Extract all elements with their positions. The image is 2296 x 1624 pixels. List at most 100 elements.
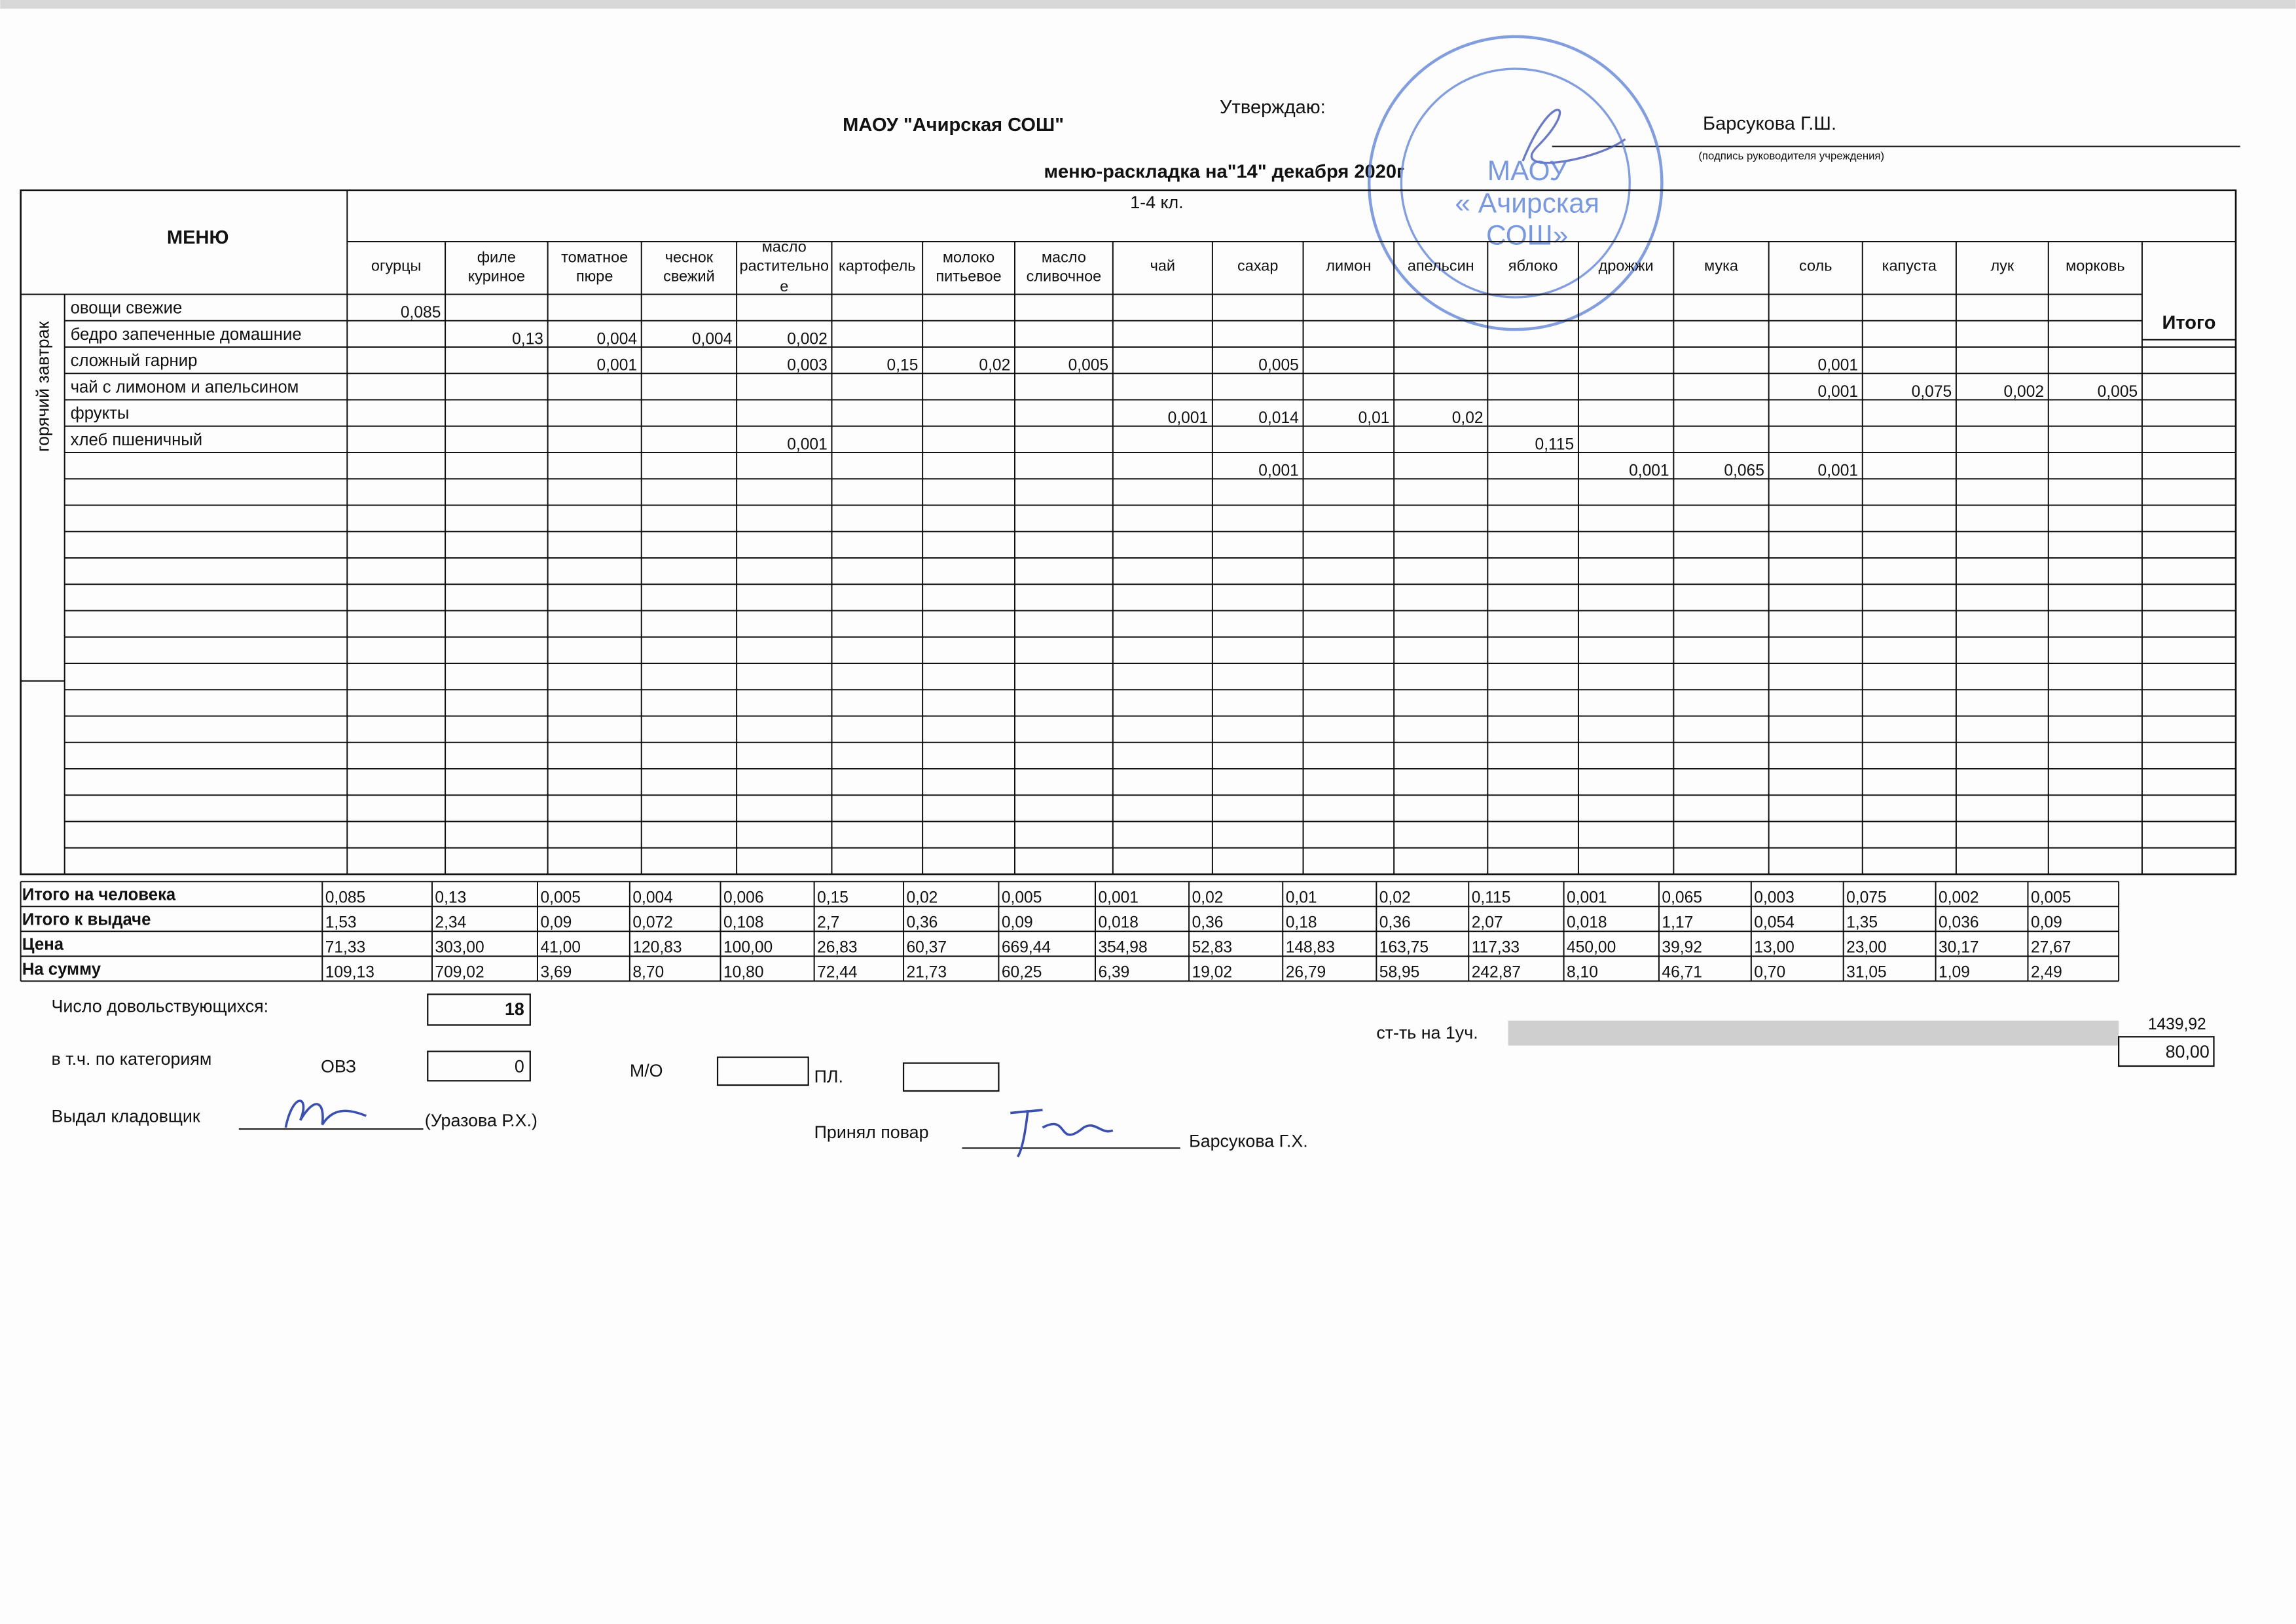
summary-value: 354,98 xyxy=(1098,938,1147,956)
per-child-label: ст-ть на 1уч. xyxy=(1376,1023,1478,1043)
summary-value: 100,00 xyxy=(723,938,773,956)
cell-value: 0,005 xyxy=(2098,383,2138,401)
summary-value: 0,02 xyxy=(1379,889,1411,906)
summary-value: 0,002 xyxy=(1939,889,1979,906)
scan-edge xyxy=(0,0,2296,9)
column-header: масло растительное xyxy=(739,243,829,293)
cell-value: 0,004 xyxy=(692,330,733,348)
summary-value: 148,83 xyxy=(1286,938,1335,956)
approver-note: (подпись руководителя учреждения) xyxy=(1698,150,1884,162)
summary-value: 0,001 xyxy=(1567,889,1607,906)
approver: Барсукова Г.Ш. xyxy=(1703,113,1836,134)
column-header: дрожжи xyxy=(1598,258,1654,276)
summary-value: 30,17 xyxy=(1939,938,1979,956)
summary-value: 0,108 xyxy=(723,913,764,931)
column-header: чеснок свежий xyxy=(663,248,715,286)
column-header: чай xyxy=(1150,258,1176,276)
summary-value: 0,003 xyxy=(1754,889,1795,906)
summary-value: 2,7 xyxy=(817,913,839,931)
summary-value: 1,53 xyxy=(325,913,357,931)
per-child-box xyxy=(2118,1036,2215,1067)
stamp xyxy=(1367,35,1664,331)
summary-value: 26,79 xyxy=(1286,963,1326,981)
dish-name: бедро запеченные домашние xyxy=(71,325,302,344)
summary-value: 303,00 xyxy=(435,938,484,956)
total-header: Итого xyxy=(2162,312,2215,333)
cell-value: 0,13 xyxy=(512,330,543,348)
column-header-box: яблоко xyxy=(1508,259,1558,276)
ovz-box xyxy=(427,1050,531,1082)
column-header-box: картофель xyxy=(839,259,915,276)
summary-value: 0,054 xyxy=(1754,913,1795,931)
cell-value: 0,014 xyxy=(1258,409,1299,427)
summary-value: 0,018 xyxy=(1098,913,1139,931)
pl-box xyxy=(902,1062,1000,1092)
cell-value: 0,001 xyxy=(787,435,828,453)
summary-value: 60,25 xyxy=(1002,963,1042,981)
stamp-inner xyxy=(1400,67,1631,299)
cell-value: 0,001 xyxy=(1818,462,1859,480)
cell-value: 0,15 xyxy=(887,357,919,375)
summary-value: 163,75 xyxy=(1379,938,1429,956)
summary-value: 6,39 xyxy=(1098,963,1129,981)
summary-value: 71,33 xyxy=(325,938,366,956)
column-header-box: томатное пюре xyxy=(561,249,628,286)
summary-value: 31,05 xyxy=(1846,963,1887,981)
summary-value: 0,36 xyxy=(1379,913,1411,931)
summary-value: 13,00 xyxy=(1754,938,1795,956)
stamp-line: СОШ» xyxy=(1486,220,1568,251)
issued-by: (Уразова Р.Х.) xyxy=(425,1111,538,1130)
summary-label: Итого к выдаче xyxy=(22,910,151,929)
pl-label: ПЛ. xyxy=(814,1067,843,1086)
cell-value: 0,001 xyxy=(1818,357,1859,375)
column-header: огурцы xyxy=(371,258,422,276)
column-header-box: чеснок свежий xyxy=(663,248,715,286)
organization: МАОУ "Ачирская СОШ" xyxy=(843,115,1064,136)
column-header-box: масло сливочное xyxy=(1027,249,1102,286)
summary-value: 0,085 xyxy=(325,889,366,906)
cell-value: 0,001 xyxy=(1629,462,1669,480)
summary-value: 0,09 xyxy=(2031,913,2062,931)
summary-value: 1,35 xyxy=(1846,913,1878,931)
column-header: филе куриное xyxy=(467,248,526,286)
summary-value: 450,00 xyxy=(1567,938,1616,956)
summary-value: 52,83 xyxy=(1192,938,1233,956)
summary-value: 0,018 xyxy=(1567,913,1607,931)
dish-name: сложный гарнир xyxy=(71,352,198,370)
column-header: морковь xyxy=(2066,258,2125,276)
summary-value: 10,80 xyxy=(723,963,764,981)
summary-value: 2,49 xyxy=(2031,963,2062,981)
summary-value: 0,005 xyxy=(540,889,581,906)
column-header-box: соль xyxy=(1799,259,1832,276)
column-header: лук xyxy=(1990,258,2014,276)
cell-value: 0,001 xyxy=(1818,383,1859,401)
summary-value: 8,10 xyxy=(1567,963,1598,981)
meal-label: горячий завтрак xyxy=(33,321,52,452)
cell-value: 0,02 xyxy=(979,357,1010,375)
cell-value: 0,115 xyxy=(1535,435,1575,453)
served: 18 xyxy=(505,999,524,1019)
approve-label: Утверждаю: xyxy=(1220,97,1326,118)
summary-value: 0,01 xyxy=(1286,889,1317,906)
summary-value: 0,70 xyxy=(1754,963,1785,981)
served-box xyxy=(427,993,531,1026)
summary-value: 0,072 xyxy=(632,913,673,931)
column-header-box: огурцы xyxy=(371,258,422,276)
cell-value: 0,001 xyxy=(1258,462,1299,480)
summary-label: На сумму xyxy=(22,960,101,978)
summary-value: 2,07 xyxy=(1472,913,1503,931)
summary-value: 0,15 xyxy=(817,889,848,906)
cell-value: 0,01 xyxy=(1358,409,1390,427)
cell-value: 0,001 xyxy=(597,357,638,375)
summary-value: 58,95 xyxy=(1379,963,1420,981)
column-header-box: дрожжи xyxy=(1598,258,1654,276)
summary-value: 8,70 xyxy=(632,963,664,981)
column-header: капуста xyxy=(1882,258,1937,276)
summary-value: 19,02 xyxy=(1192,963,1233,981)
grade: 1-4 кл. xyxy=(1130,193,1183,212)
per-child-bar xyxy=(1508,1020,2119,1046)
summary-value: 0,001 xyxy=(1098,889,1139,906)
